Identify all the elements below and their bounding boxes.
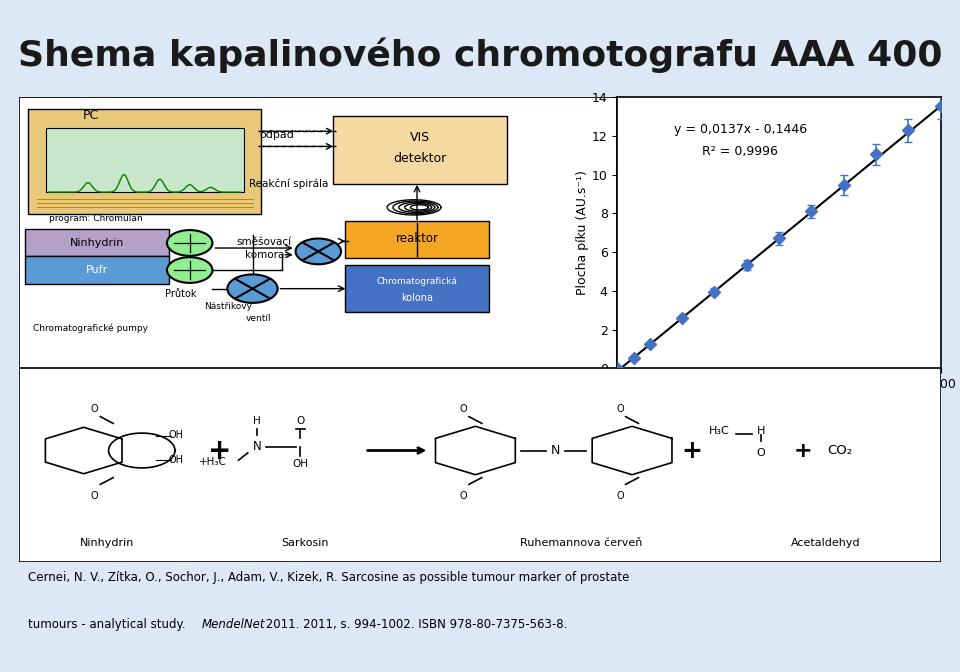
Text: Nástřikový: Nástřikový (204, 302, 252, 311)
Text: +: + (793, 441, 812, 460)
X-axis label: Koncentrace (µg/ml): Koncentrace (µg/ml) (715, 396, 843, 409)
Text: N: N (252, 440, 261, 453)
FancyBboxPatch shape (46, 128, 244, 192)
Text: Pufr: Pufr (85, 265, 108, 275)
Text: O: O (297, 416, 304, 426)
Text: program: Chromulan: program: Chromulan (49, 214, 143, 223)
Text: OH: OH (169, 454, 183, 464)
FancyBboxPatch shape (19, 368, 941, 562)
Text: Reakční spirála: Reakční spirála (249, 179, 328, 189)
Text: CO₂: CO₂ (827, 444, 852, 457)
Text: H: H (756, 425, 765, 435)
Text: kolona: kolona (401, 292, 433, 302)
Text: Cernei, N. V., Zítka, O., Sochor, J., Adam, V., Kizek, R. Sarcosine as possible : Cernei, N. V., Zítka, O., Sochor, J., Ad… (29, 571, 630, 585)
Text: O: O (460, 491, 468, 501)
Text: Ruhemannova červeň: Ruhemannova červeň (520, 538, 642, 548)
Text: reaktor: reaktor (396, 233, 439, 245)
Text: H: H (253, 416, 261, 426)
FancyBboxPatch shape (28, 109, 261, 214)
Text: O: O (91, 491, 99, 501)
Text: VIS: VIS (410, 131, 430, 144)
FancyBboxPatch shape (346, 221, 489, 258)
Circle shape (167, 230, 212, 256)
Text: O: O (756, 448, 765, 458)
Text: Shema kapalinového chromotografu AAA 400: Shema kapalinového chromotografu AAA 400 (17, 38, 943, 73)
Text: +: + (682, 439, 703, 462)
Text: tumours - analytical study.: tumours - analytical study. (29, 618, 190, 631)
Circle shape (167, 257, 212, 283)
FancyBboxPatch shape (25, 257, 169, 284)
FancyBboxPatch shape (346, 265, 489, 312)
Text: detektor: detektor (394, 152, 446, 165)
Text: R² = 0,9996: R² = 0,9996 (703, 145, 779, 158)
Text: ventíl: ventíl (246, 314, 272, 323)
Text: Průtok: Průtok (165, 289, 197, 299)
Text: Ninhydrin: Ninhydrin (70, 238, 124, 248)
FancyBboxPatch shape (25, 229, 169, 257)
Text: Sarkosin: Sarkosin (281, 538, 328, 548)
Text: Acetaldehyd: Acetaldehyd (791, 538, 860, 548)
Text: Ninhydrin: Ninhydrin (80, 538, 134, 548)
Text: Chromatografické pumpy: Chromatografické pumpy (34, 323, 149, 333)
Y-axis label: Plocha píku (AU.s⁻¹): Plocha píku (AU.s⁻¹) (576, 170, 589, 295)
FancyBboxPatch shape (19, 97, 617, 368)
Text: O: O (91, 404, 99, 414)
Text: O: O (616, 491, 624, 501)
Text: PC: PC (83, 110, 99, 122)
Text: OH: OH (169, 430, 183, 440)
Text: O: O (616, 404, 624, 414)
Text: komora: komora (245, 250, 284, 260)
Text: OH: OH (292, 460, 308, 470)
Text: MendelNet: MendelNet (202, 618, 265, 631)
Text: N: N (551, 444, 561, 458)
Circle shape (228, 274, 277, 303)
Text: O: O (460, 404, 468, 414)
Circle shape (296, 239, 341, 264)
Text: H₃C: H₃C (709, 425, 730, 435)
Text: 2011. 2011, s. 994-1002. ISBN 978-80-7375-563-8.: 2011. 2011, s. 994-1002. ISBN 978-80-737… (261, 618, 567, 631)
Text: y = 0,0137x - 0,1446: y = 0,0137x - 0,1446 (674, 124, 806, 136)
Text: Chromatografická: Chromatografická (376, 277, 458, 286)
Text: +: + (208, 437, 231, 464)
Text: +H₃C: +H₃C (199, 457, 227, 467)
Text: směšovací: směšovací (237, 237, 292, 247)
FancyBboxPatch shape (333, 116, 507, 183)
Text: odpad: odpad (259, 130, 294, 140)
